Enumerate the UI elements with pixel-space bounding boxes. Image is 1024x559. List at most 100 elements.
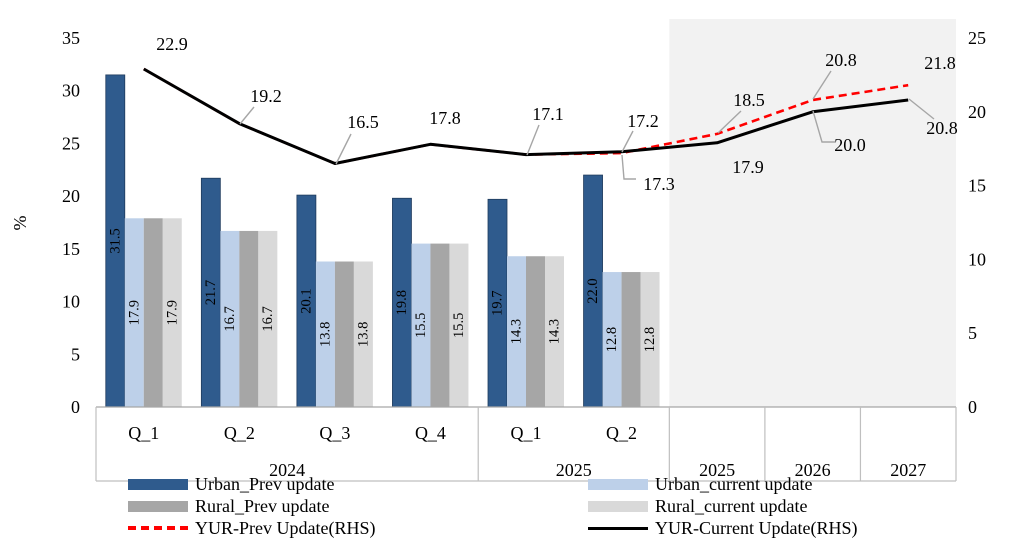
legend-item-rural-current: Rural_current update — [588, 496, 807, 516]
bar-value-label: 19.7 — [490, 290, 506, 315]
bar — [545, 256, 564, 407]
bar — [430, 243, 450, 407]
annotation-label: 20.0 — [834, 135, 866, 155]
bar-value-label: 13.8 — [317, 322, 333, 347]
bar-value-labels: 31.5 21.7 20.1 19.8 19.7 22.0 17.9 16.7 13.8 15.5… — [107, 228, 658, 352]
bar-value-label: 13.8 — [355, 322, 371, 347]
quarter-label: Q_2 — [606, 423, 637, 443]
annotation-label: 17.2 — [627, 111, 659, 131]
left-axis-title: % — [10, 216, 30, 231]
legend-label-yur-current: YUR-Current Update(RHS) — [655, 518, 858, 538]
quarter-label: Q_1 — [511, 423, 542, 443]
right-axis-tick: 5 — [968, 323, 977, 343]
legend-label-rural-prev: Rural_Prev update — [195, 496, 330, 516]
annotation-leader — [812, 110, 836, 143]
bar-value-label: 31.5 — [107, 228, 123, 253]
bar-value-label: 17.9 — [126, 300, 142, 325]
bar — [449, 243, 469, 407]
annotation-label: 17.8 — [429, 108, 461, 128]
legend-label-urban-prev: Urban_Prev update — [195, 474, 335, 494]
annotation-leader — [621, 130, 634, 153]
bar — [640, 272, 660, 407]
legend-item-yur-prev: YUR-Prev Update(RHS) — [128, 518, 375, 538]
bar-value-label: 12.8 — [604, 327, 620, 352]
left-axis-tick: 0 — [71, 397, 80, 417]
category-axis-box — [95, 406, 957, 482]
legend-item-urban-current: Urban_current update — [588, 474, 812, 494]
bar-value-label: 20.1 — [298, 288, 314, 313]
bar — [258, 230, 278, 407]
bar — [239, 230, 259, 407]
year-label: 2026 — [795, 460, 831, 480]
year-labels: 2024 2025 2025 2026 2027 — [269, 460, 926, 480]
year-label: 2027 — [890, 460, 926, 480]
annotation-leader — [812, 70, 832, 100]
bar — [621, 272, 641, 407]
year-label: 2025 — [699, 460, 735, 480]
legend-item-urban-prev: Urban_Prev update — [128, 474, 334, 494]
bar-value-label: 22.0 — [585, 278, 601, 303]
bar — [411, 243, 431, 407]
bar-value-label: 21.7 — [203, 280, 219, 305]
quarter-label: Q_3 — [319, 423, 350, 443]
bar — [124, 218, 144, 407]
legend-swatch-yur-prev — [128, 526, 188, 530]
right-axis-tick: 20 — [968, 102, 986, 122]
legend-item-yur-current: YUR-Current Update(RHS) — [588, 518, 857, 538]
forecast-band — [669, 19, 956, 407]
bar — [507, 256, 526, 407]
bar-value-label: 14.3 — [547, 319, 563, 344]
annotation-label: 22.9 — [156, 34, 188, 54]
bar — [220, 230, 240, 407]
bar-value-label: 16.7 — [260, 306, 276, 331]
bar-value-label: 14.3 — [509, 319, 525, 344]
legend-label-rural-current: Rural_current update — [655, 496, 808, 516]
bar — [526, 256, 545, 407]
bar-value-label: 15.5 — [451, 313, 467, 338]
bar-value-label: 16.7 — [222, 306, 238, 331]
annotation-label: 21.8 — [924, 53, 956, 73]
left-axis-tick: 5 — [71, 344, 80, 364]
annotation-label: 18.5 — [733, 90, 765, 110]
bar-value-label: 12.8 — [642, 327, 658, 352]
right-axis-tick: 10 — [968, 249, 986, 269]
legend-swatch-urban-prev — [128, 478, 188, 490]
right-axis-tick: 0 — [968, 397, 977, 417]
annotation-label: 19.2 — [250, 86, 282, 106]
legend-item-rural-prev: Rural_Prev update — [128, 496, 329, 516]
annotation-label: 20.8 — [926, 118, 958, 138]
bar — [602, 272, 622, 407]
legend-swatch-urban-current — [588, 478, 648, 490]
annotation-label: 17.1 — [532, 104, 564, 124]
quarter-label: Q_1 — [128, 423, 159, 443]
bar — [315, 261, 335, 407]
annotations: 22.9 19.2 16.5 17.8 17.1 17.2 17.3 18.5 17.9 20.8… — [156, 34, 958, 194]
legend-label-urban-current: Urban_current update — [655, 474, 813, 494]
annotation-leader — [621, 154, 636, 180]
annotation-leader — [335, 133, 352, 165]
left-axis-tick: 25 — [62, 133, 80, 153]
quarter-label: Q_2 — [224, 423, 255, 443]
quarter-label: Q_4 — [415, 423, 446, 443]
bar — [143, 218, 163, 407]
bar — [162, 218, 182, 407]
annotation-leader — [526, 124, 540, 156]
legend-swatch-rural-current — [588, 500, 648, 512]
bar-value-label: 19.8 — [394, 290, 410, 315]
year-label: 2024 — [269, 460, 305, 480]
axis-tick-labels: 35 30 25 20 15 10 5 0 25 20 15 10 5 0 — [62, 28, 986, 417]
left-axis-tick: 35 — [62, 28, 80, 48]
bar-series-1 — [124, 218, 622, 407]
bar — [353, 261, 373, 407]
line-series-1 — [143, 67, 909, 165]
annotation-leader — [717, 110, 742, 134]
annotation-leader — [239, 106, 255, 125]
annotation-leader — [908, 98, 935, 120]
bar-series-2 — [143, 218, 641, 407]
annotation-label: 20.8 — [825, 50, 857, 70]
legend-swatch-rural-prev — [128, 500, 188, 512]
legend-label-yur-prev: YUR-Prev Update(RHS) — [195, 518, 376, 538]
annotation-label: 17.3 — [643, 174, 675, 194]
left-axis-tick: 30 — [62, 81, 80, 101]
